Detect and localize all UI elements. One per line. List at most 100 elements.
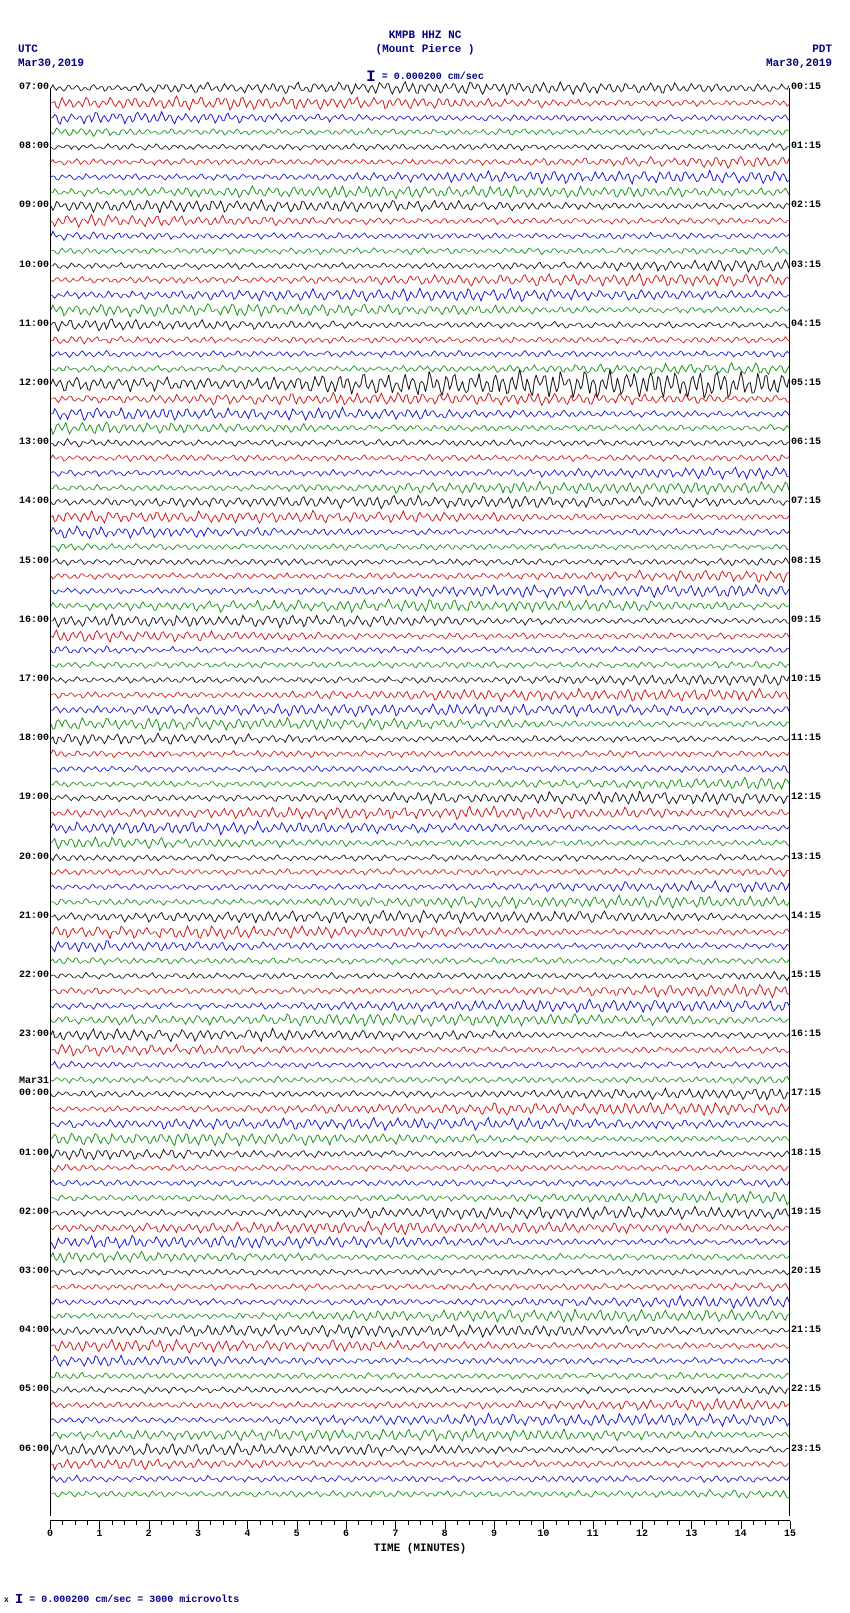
x-axis-title: TIME (MINUTES)	[374, 1543, 466, 1555]
pdt-hour-label: 06:15	[789, 437, 821, 448]
pdt-hour-label: 20:15	[789, 1266, 821, 1277]
utc-hour-label: 13:00	[19, 437, 51, 448]
x-minor-tick	[371, 1521, 372, 1525]
x-minor-tick	[716, 1521, 717, 1525]
utc-hour-label: 11:00	[19, 319, 51, 330]
x-tick-label: 2	[146, 1529, 152, 1540]
x-major-tick	[50, 1521, 51, 1529]
utc-hour-label: 18:00	[19, 733, 51, 744]
x-minor-tick	[679, 1521, 680, 1525]
utc-hour-label: 17:00	[19, 674, 51, 685]
x-tick-label: 4	[244, 1529, 250, 1540]
utc-hour-label: 10:00	[19, 260, 51, 271]
x-minor-tick	[309, 1521, 310, 1525]
x-minor-tick	[469, 1521, 470, 1525]
pdt-hour-label: 14:15	[789, 911, 821, 922]
x-tick-label: 15	[784, 1529, 796, 1540]
x-minor-tick	[519, 1521, 520, 1525]
pdt-hour-label: 02:15	[789, 200, 821, 211]
right-date: Mar30,2019	[766, 58, 832, 70]
utc-hour-label: 19:00	[19, 792, 51, 803]
x-minor-tick	[457, 1521, 458, 1525]
utc-hour-label: 04:00	[19, 1325, 51, 1336]
utc-hour-label: 22:00	[19, 970, 51, 981]
utc-hour-label: 08:00	[19, 141, 51, 152]
x-minor-tick	[173, 1521, 174, 1525]
pdt-hour-label: 21:15	[789, 1325, 821, 1336]
pdt-hour-label: 23:15	[789, 1444, 821, 1455]
utc-hour-label: 12:00	[19, 378, 51, 389]
pdt-hour-label: 19:15	[789, 1207, 821, 1218]
x-minor-tick	[334, 1521, 335, 1525]
x-minor-tick	[630, 1521, 631, 1525]
utc-hour-label: 14:00	[19, 496, 51, 507]
x-tick-label: 14	[735, 1529, 747, 1540]
x-major-tick	[247, 1521, 248, 1529]
utc-hour-label: 21:00	[19, 911, 51, 922]
x-minor-tick	[186, 1521, 187, 1525]
x-minor-tick	[753, 1521, 754, 1525]
x-axis: TIME (MINUTES) 0123456789101112131415	[50, 1520, 790, 1550]
seismogram-container: KMPB HHZ NC (Mount Pierce ) I = 0.000200…	[0, 0, 850, 1613]
utc-date-change: Mar31	[19, 1076, 51, 1087]
x-minor-tick	[112, 1521, 113, 1525]
x-major-tick	[494, 1521, 495, 1529]
pdt-hour-label: 01:15	[789, 141, 821, 152]
utc-hour-label: 20:00	[19, 852, 51, 863]
x-major-tick	[741, 1521, 742, 1529]
x-minor-tick	[617, 1521, 618, 1525]
pdt-hour-label: 13:15	[789, 852, 821, 863]
x-major-tick	[297, 1521, 298, 1529]
x-minor-tick	[556, 1521, 557, 1525]
utc-hour-label: 16:00	[19, 615, 51, 626]
x-major-tick	[149, 1521, 150, 1529]
x-minor-tick	[358, 1521, 359, 1525]
x-minor-tick	[223, 1521, 224, 1525]
utc-hour-label: 01:00	[19, 1148, 51, 1159]
x-minor-tick	[568, 1521, 569, 1525]
x-minor-tick	[506, 1521, 507, 1525]
pdt-hour-label: 11:15	[789, 733, 821, 744]
x-minor-tick	[728, 1521, 729, 1525]
right-tz-label: PDT	[812, 44, 832, 56]
utc-hour-label: 02:00	[19, 1207, 51, 1218]
x-major-tick	[790, 1521, 791, 1529]
x-major-tick	[445, 1521, 446, 1529]
x-minor-tick	[136, 1521, 137, 1525]
x-tick-label: 0	[47, 1529, 53, 1540]
x-minor-tick	[75, 1521, 76, 1525]
utc-hour-label: 07:00	[19, 82, 51, 93]
x-minor-tick	[704, 1521, 705, 1525]
x-minor-tick	[420, 1521, 421, 1525]
x-major-tick	[543, 1521, 544, 1529]
pdt-hour-label: 22:15	[789, 1384, 821, 1395]
x-tick-label: 7	[392, 1529, 398, 1540]
x-tick-label: 11	[587, 1529, 599, 1540]
trace-row	[51, 1494, 789, 1508]
x-minor-tick	[272, 1521, 273, 1525]
x-minor-tick	[667, 1521, 668, 1525]
pdt-hour-label: 04:15	[789, 319, 821, 330]
x-tick-label: 3	[195, 1529, 201, 1540]
x-tick-label: 1	[96, 1529, 102, 1540]
pdt-hour-label: 07:15	[789, 496, 821, 507]
x-minor-tick	[62, 1521, 63, 1525]
x-major-tick	[198, 1521, 199, 1529]
pdt-hour-label: 09:15	[789, 615, 821, 626]
x-minor-tick	[161, 1521, 162, 1525]
station-code: KMPB HHZ NC	[389, 30, 462, 42]
pdt-hour-label: 05:15	[789, 378, 821, 389]
pdt-hour-label: 03:15	[789, 260, 821, 271]
x-minor-tick	[580, 1521, 581, 1525]
x-major-tick	[593, 1521, 594, 1529]
x-minor-tick	[765, 1521, 766, 1525]
pdt-hour-label: 16:15	[789, 1029, 821, 1040]
x-major-tick	[642, 1521, 643, 1529]
pdt-hour-label: 10:15	[789, 674, 821, 685]
helicorder-plot: 07:0000:1508:0001:1509:0002:1510:0003:15…	[50, 88, 790, 1516]
utc-hour-label: 03:00	[19, 1266, 51, 1277]
x-tick-label: 8	[442, 1529, 448, 1540]
pdt-hour-label: 15:15	[789, 970, 821, 981]
pdt-hour-label: 17:15	[789, 1088, 821, 1099]
x-tick-label: 13	[685, 1529, 697, 1540]
